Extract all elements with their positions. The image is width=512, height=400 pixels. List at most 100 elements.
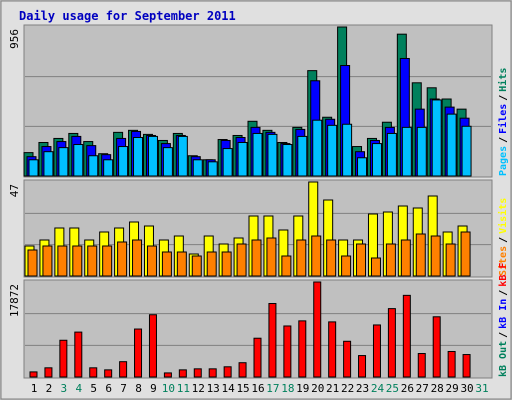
x-tick-label: 24 <box>371 382 385 395</box>
legend-separator: / <box>498 290 509 296</box>
bar <box>117 241 128 277</box>
bar <box>27 249 38 277</box>
bar <box>163 372 172 378</box>
bar <box>358 355 367 378</box>
bar <box>251 239 262 277</box>
bar <box>401 126 412 177</box>
bar <box>192 159 203 177</box>
x-tick-label: 4 <box>75 382 82 395</box>
bar <box>356 243 367 277</box>
bar <box>104 369 113 378</box>
x-tick-label: 20 <box>311 382 324 395</box>
bar <box>193 368 202 378</box>
bar <box>206 251 217 277</box>
x-tick-label: 2 <box>46 382 53 395</box>
bar <box>312 119 323 177</box>
legend-entry: kB F <box>498 263 509 287</box>
bar <box>134 328 143 378</box>
bar <box>208 368 217 378</box>
y-tick-label: 956 <box>8 29 21 49</box>
x-tick-label: 3 <box>61 382 68 395</box>
bar <box>461 125 472 177</box>
legend-entry: Sites <box>497 246 509 276</box>
bar <box>253 337 262 378</box>
bar <box>88 155 99 177</box>
bar <box>432 316 441 378</box>
x-tick-label: 27 <box>416 382 429 395</box>
bar <box>386 132 397 177</box>
bar <box>161 251 172 277</box>
bar <box>103 159 114 177</box>
bar <box>326 239 337 277</box>
bar <box>74 331 83 378</box>
x-tick-label: 1 <box>31 382 38 395</box>
legend-entry: Files <box>497 104 509 134</box>
bar <box>147 135 158 177</box>
legend-separator: / <box>498 137 509 143</box>
bar <box>371 143 382 177</box>
x-tick-label: 7 <box>120 382 127 395</box>
bar <box>43 151 54 177</box>
x-tick-label: 22 <box>341 382 354 395</box>
bar <box>73 144 84 177</box>
bar <box>372 324 381 378</box>
bar <box>431 99 442 177</box>
bar <box>237 141 248 177</box>
bar <box>460 231 471 277</box>
bar <box>283 325 292 378</box>
x-tick-label: 12 <box>192 382 205 395</box>
bar <box>447 350 456 378</box>
legend-entry: Visits <box>497 198 509 234</box>
chart-title: Daily usage for September 2011 <box>19 9 236 23</box>
legend: Sites / Visits <box>497 198 509 276</box>
x-tick-label: 10 <box>162 382 175 395</box>
bar <box>223 366 232 378</box>
legend-entry: Pages <box>498 146 509 176</box>
bar <box>178 369 187 378</box>
x-tick-label: 15 <box>236 382 249 395</box>
bar <box>29 371 38 378</box>
bar <box>282 144 293 177</box>
bar <box>387 308 396 378</box>
x-tick-label: 9 <box>150 382 157 395</box>
bar <box>89 367 98 378</box>
x-tick-label: 31 <box>475 382 488 395</box>
x-tick-label: 19 <box>296 382 309 395</box>
bar <box>221 251 232 277</box>
bar <box>266 237 277 277</box>
bar <box>341 255 352 277</box>
x-tick-label: 16 <box>251 382 264 395</box>
bar <box>385 243 396 277</box>
x-tick-label: 5 <box>90 382 97 395</box>
x-tick-label: 13 <box>207 382 220 395</box>
bar <box>133 137 144 177</box>
x-tick-label: 11 <box>177 382 190 395</box>
bar <box>118 146 129 177</box>
bar <box>298 320 307 378</box>
bar <box>416 126 427 177</box>
bar <box>162 147 173 177</box>
bar <box>462 354 471 378</box>
bar <box>59 339 68 378</box>
legend-separator: / <box>498 237 509 243</box>
bar <box>402 294 411 378</box>
x-tick-label: 18 <box>281 382 294 395</box>
x-tick-label: 28 <box>431 382 444 395</box>
x-tick-label: 21 <box>326 382 339 395</box>
x-tick-label: 6 <box>105 382 112 395</box>
bar <box>445 243 456 277</box>
y-tick-label: 47 <box>8 184 21 197</box>
bar <box>102 245 113 277</box>
bar <box>57 245 68 277</box>
legend-entry: kB In <box>498 299 509 329</box>
bar <box>44 367 53 378</box>
bar <box>28 159 39 177</box>
bar <box>415 233 426 277</box>
bar <box>87 245 98 277</box>
x-tick-label: 14 <box>222 382 236 395</box>
bar <box>207 161 218 177</box>
bar <box>446 113 457 177</box>
bar <box>252 132 263 177</box>
bar <box>328 321 337 378</box>
